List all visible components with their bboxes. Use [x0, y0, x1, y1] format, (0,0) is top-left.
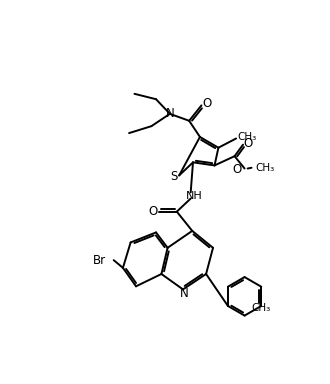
Text: O: O: [148, 205, 158, 218]
Text: Br: Br: [93, 254, 106, 266]
Text: O: O: [244, 137, 253, 151]
Text: CH₃: CH₃: [237, 132, 256, 142]
Text: S: S: [170, 170, 178, 183]
Text: CH₃: CH₃: [256, 163, 275, 173]
Text: N: N: [166, 107, 174, 119]
Text: O: O: [232, 163, 242, 176]
Text: NH: NH: [186, 191, 203, 201]
Text: O: O: [202, 97, 212, 110]
Text: CH₃: CH₃: [252, 303, 271, 313]
Text: N: N: [180, 287, 188, 300]
